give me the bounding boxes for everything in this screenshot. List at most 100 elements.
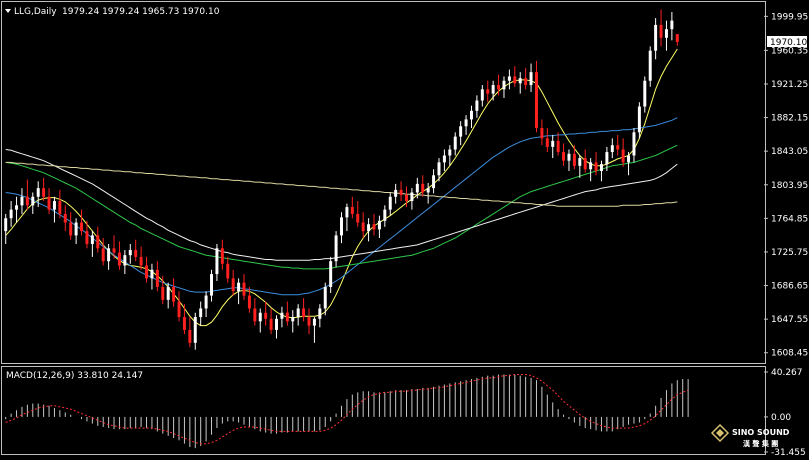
candle-body[interactable]: [334, 235, 338, 262]
candle-body[interactable]: [231, 278, 235, 292]
candle-body[interactable]: [562, 152, 566, 161]
candle-body[interactable]: [350, 207, 354, 214]
candle-body[interactable]: [96, 235, 100, 249]
candle-body[interactable]: [20, 196, 24, 206]
candle-body[interactable]: [177, 301, 181, 318]
candle-body[interactable]: [150, 269, 154, 279]
candle-body[interactable]: [432, 175, 436, 189]
candle-body[interactable]: [540, 128, 544, 139]
candle-body[interactable]: [275, 318, 278, 330]
candle-body[interactable]: [220, 248, 224, 264]
candle-body[interactable]: [107, 248, 111, 262]
candle-body[interactable]: [63, 213, 67, 223]
candle-body[interactable]: [58, 201, 62, 214]
candle-body[interactable]: [128, 250, 132, 256]
candle-body[interactable]: [329, 261, 333, 287]
candle-body[interactable]: [340, 217, 343, 236]
candle-body[interactable]: [112, 248, 116, 253]
candle-body[interactable]: [589, 162, 593, 170]
candle-body[interactable]: [323, 286, 327, 309]
candle-body[interactable]: [524, 78, 528, 86]
candle-body[interactable]: [9, 209, 13, 219]
candle-body[interactable]: [31, 196, 35, 206]
candle-body[interactable]: [4, 218, 8, 232]
candle-body[interactable]: [318, 308, 322, 319]
candle-body[interactable]: [594, 162, 598, 171]
candle-body[interactable]: [437, 162, 441, 176]
candle-body[interactable]: [545, 138, 549, 147]
candle-body[interactable]: [237, 282, 241, 292]
candle-body[interactable]: [627, 155, 631, 163]
candle-body[interactable]: [361, 222, 365, 232]
candle-body[interactable]: [210, 274, 214, 296]
candle-body[interactable]: [69, 222, 73, 236]
candle-body[interactable]: [654, 24, 658, 51]
candle-body[interactable]: [529, 72, 533, 86]
candle-body[interactable]: [605, 152, 609, 165]
candle-body[interactable]: [161, 286, 165, 300]
candle-body[interactable]: [459, 126, 463, 137]
candle-body[interactable]: [47, 196, 51, 210]
candle-body[interactable]: [551, 140, 555, 147]
candle-body[interactable]: [291, 317, 295, 322]
candle-body[interactable]: [188, 329, 192, 343]
candle-body[interactable]: [643, 80, 647, 107]
candle-body[interactable]: [659, 24, 663, 38]
candle-body[interactable]: [74, 222, 78, 236]
candle-body[interactable]: [410, 192, 414, 202]
candle-body[interactable]: [80, 222, 84, 232]
candle-body[interactable]: [621, 149, 625, 163]
candle-body[interactable]: [258, 312, 262, 322]
candle-body[interactable]: [85, 231, 89, 245]
candle-body[interactable]: [172, 286, 176, 302]
candle-body[interactable]: [415, 183, 419, 193]
candle-body[interactable]: [264, 312, 268, 319]
candle-body[interactable]: [491, 85, 495, 94]
candle-body[interactable]: [583, 158, 587, 170]
candle-body[interactable]: [610, 145, 614, 153]
candle-body[interactable]: [215, 248, 219, 275]
candle-body[interactable]: [426, 188, 430, 193]
candle-body[interactable]: [448, 149, 452, 156]
candle-body[interactable]: [247, 295, 251, 309]
candle-body[interactable]: [296, 308, 300, 318]
candle-body[interactable]: [139, 256, 143, 266]
candle-body[interactable]: [242, 282, 246, 296]
candle-body[interactable]: [453, 136, 457, 150]
candle-body[interactable]: [52, 201, 56, 210]
candle-body[interactable]: [302, 308, 306, 318]
candle-body[interactable]: [534, 72, 538, 129]
candle-body[interactable]: [15, 205, 19, 210]
candle-body[interactable]: [42, 188, 46, 197]
candle-body[interactable]: [497, 85, 501, 90]
candle-body[interactable]: [399, 189, 403, 196]
candle-body[interactable]: [345, 207, 349, 218]
candle-body[interactable]: [486, 89, 490, 94]
candle-body[interactable]: [599, 164, 603, 171]
candle-body[interactable]: [507, 76, 511, 81]
candle-body[interactable]: [388, 196, 392, 210]
candle-body[interactable]: [372, 224, 376, 230]
candle-body[interactable]: [518, 78, 522, 84]
candle-body[interactable]: [193, 317, 197, 343]
candle-body[interactable]: [280, 312, 284, 319]
candle-body[interactable]: [36, 188, 40, 197]
candle-body[interactable]: [199, 308, 203, 318]
candle-body[interactable]: [383, 209, 387, 221]
candle-body[interactable]: [307, 317, 311, 326]
candle-body[interactable]: [204, 295, 208, 309]
candle-body[interactable]: [513, 76, 517, 84]
candle-body[interactable]: [367, 224, 371, 232]
candle-body[interactable]: [155, 269, 159, 287]
candle-body[interactable]: [578, 158, 582, 166]
candle-body[interactable]: [480, 89, 484, 101]
candle-body[interactable]: [182, 317, 186, 330]
candle-body[interactable]: [377, 220, 381, 230]
candle-body[interactable]: [421, 183, 425, 193]
candle-body[interactable]: [567, 153, 571, 161]
candle-body[interactable]: [572, 153, 576, 166]
candlestick-series[interactable]: [4, 9, 679, 350]
candle-body[interactable]: [145, 265, 149, 279]
candle-body[interactable]: [101, 248, 105, 262]
